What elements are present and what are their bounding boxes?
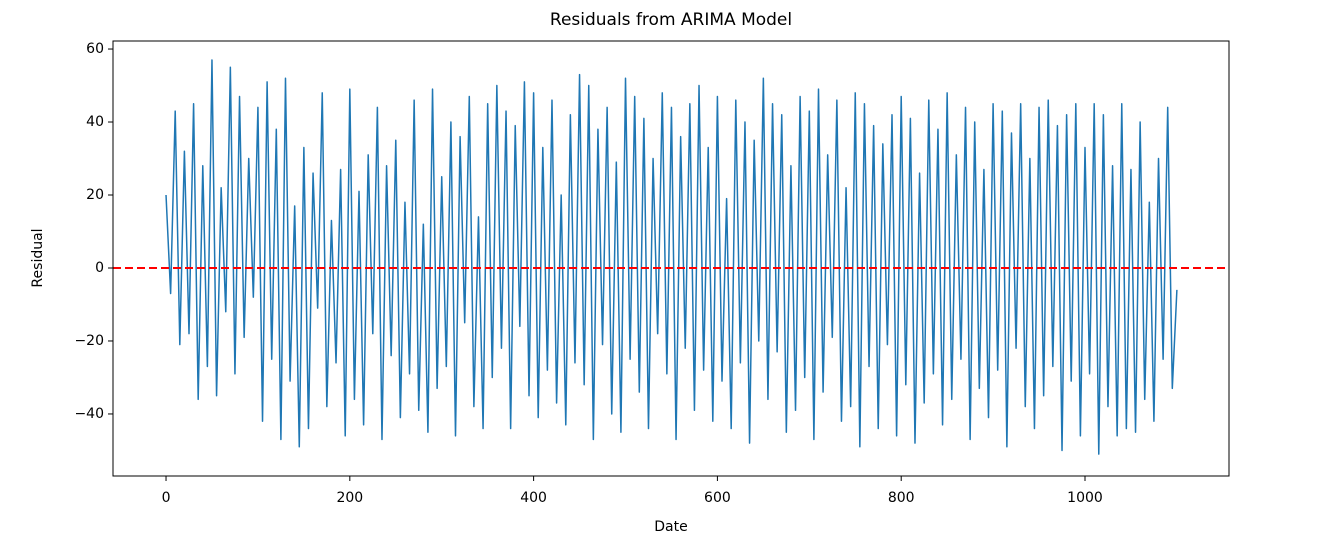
residual-line xyxy=(165,59,1178,455)
x-tick-label: 600 xyxy=(704,490,731,506)
y-tick-label: −40 xyxy=(74,406,104,422)
x-tick-label: 800 xyxy=(888,490,915,506)
y-tick-label: −20 xyxy=(74,333,104,349)
x-tick-label: 400 xyxy=(520,490,547,506)
x-tick-label: 200 xyxy=(336,490,363,506)
chart-title: Residuals from ARIMA Model xyxy=(550,10,792,30)
y-tick-label: 20 xyxy=(86,187,104,203)
y-tick-label: 60 xyxy=(86,41,104,57)
plot-frame xyxy=(112,40,1230,477)
x-tick-label: 0 xyxy=(162,490,171,506)
x-tick-label: 1000 xyxy=(1067,490,1103,506)
x-axis-label: Date xyxy=(654,519,687,535)
y-tick-label: 40 xyxy=(86,114,104,130)
y-tick-label: 0 xyxy=(95,260,104,276)
y-axis-label: Residual xyxy=(30,228,46,287)
